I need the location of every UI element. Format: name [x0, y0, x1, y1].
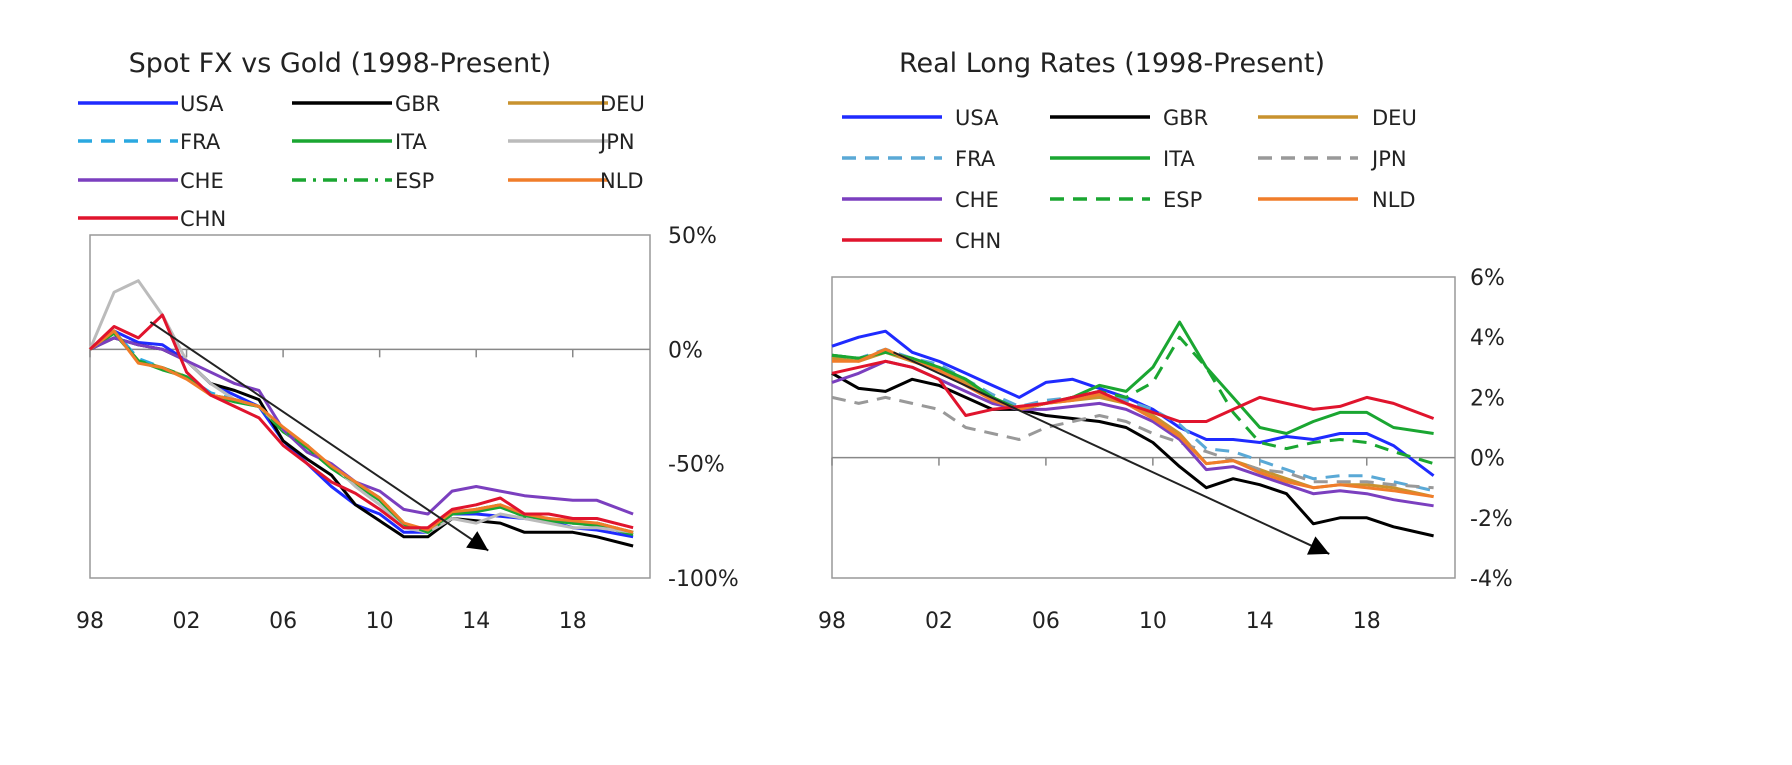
series-line-deu — [89, 329, 634, 534]
legend-label-deu: DEU — [1372, 106, 1417, 130]
x-tick-label: 02 — [173, 609, 201, 634]
y-tick-label: 0% — [1470, 447, 1505, 472]
series-line-nld — [89, 329, 634, 534]
series-line-deu — [831, 350, 1434, 499]
legend-label-gbr: GBR — [1163, 106, 1208, 130]
legend-label-ita: ITA — [395, 130, 427, 154]
legend-label-esp: ESP — [1163, 188, 1202, 212]
legend-label-nld: NLD — [1372, 188, 1416, 212]
legend-label-gbr: GBR — [395, 92, 440, 116]
legend-label-chn: CHN — [955, 229, 1001, 253]
x-tick-label: 98 — [818, 609, 846, 634]
legend-label-che: CHE — [180, 169, 224, 193]
series-line-gbr — [831, 371, 1434, 538]
legend-label-fra: FRA — [180, 130, 221, 154]
y-tick-label: 50% — [668, 224, 717, 249]
x-tick-label: 14 — [462, 609, 490, 634]
plot-area — [831, 276, 1456, 579]
series-line-usa — [89, 329, 634, 539]
y-tick-label: -100% — [668, 567, 739, 592]
chart-2: Real Long Rates (1998-Present) USA GBR DEU F… — [818, 48, 1513, 634]
x-tick-label: 06 — [269, 609, 297, 634]
trend-arrow-line — [149, 321, 489, 552]
series-line-fra — [89, 329, 634, 534]
series-line-jpn — [88, 279, 634, 534]
series-line-esp — [89, 329, 634, 534]
legend-label-deu: DEU — [600, 92, 645, 116]
legend-label-usa: USA — [180, 92, 224, 116]
series-line-usa — [831, 329, 1435, 477]
series-line-chn — [831, 359, 1435, 423]
legend-label-jpn: JPN — [1370, 147, 1407, 171]
x-tick-label: 10 — [1139, 609, 1167, 634]
plot-area — [89, 234, 651, 579]
x-tick-label: 18 — [559, 609, 587, 634]
legend-label-ita: ITA — [1163, 147, 1195, 171]
legend-label-jpn: JPN — [598, 130, 635, 154]
y-tick-label: 6% — [1470, 266, 1505, 291]
x-tick-label: 14 — [1246, 609, 1274, 634]
series-line-esp — [831, 335, 1435, 466]
x-tick-label: 06 — [1032, 609, 1060, 634]
y-tick-label: -50% — [668, 453, 725, 478]
legend-label-fra: FRA — [955, 147, 996, 171]
series-line-ita — [831, 320, 1434, 435]
x-tick-label: 18 — [1353, 609, 1381, 634]
y-tick-label: -4% — [1470, 567, 1513, 592]
legend-label-chn: CHN — [180, 207, 226, 231]
series-line-jpn — [831, 395, 1434, 490]
chart-title: Real Long Rates (1998-Present) — [899, 48, 1325, 79]
series-line-chn — [88, 313, 634, 530]
y-tick-label: 2% — [1470, 386, 1505, 411]
y-tick-label: 0% — [668, 338, 703, 363]
y-tick-label: -2% — [1470, 507, 1513, 532]
x-tick-label: 02 — [925, 609, 953, 634]
trend-arrow-head — [1307, 536, 1330, 555]
legend-label-che: CHE — [955, 188, 999, 212]
series-line-ita — [89, 331, 634, 537]
legend-label-esp: ESP — [395, 169, 434, 193]
trend-arrow-line — [893, 351, 1330, 555]
y-tick-label: 4% — [1470, 326, 1505, 351]
x-tick-label: 10 — [366, 609, 394, 634]
x-tick-label: 98 — [76, 609, 104, 634]
chart-title: Spot FX vs Gold (1998-Present) — [129, 48, 552, 79]
chart-1: Spot FX vs Gold (1998-Present) USA GBR DEU F… — [76, 48, 739, 634]
trend-arrow-head — [466, 531, 489, 551]
legend-label-usa: USA — [955, 106, 999, 130]
series-line-fra — [831, 347, 1434, 493]
legend-label-nld: NLD — [600, 169, 644, 193]
